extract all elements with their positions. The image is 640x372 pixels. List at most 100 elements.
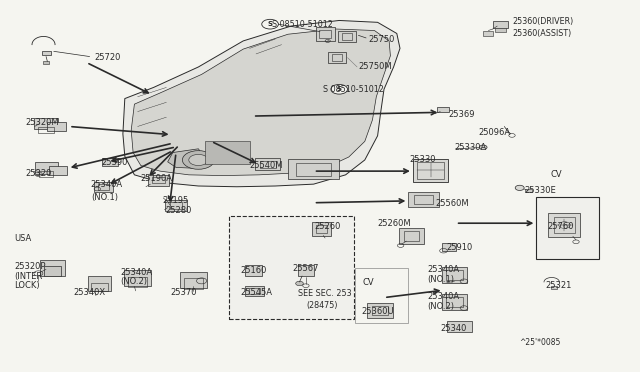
Bar — [102, 158, 118, 166]
Bar — [245, 265, 262, 276]
Text: 25540M: 25540M — [250, 161, 283, 170]
Bar — [483, 31, 493, 36]
Text: 25567: 25567 — [292, 264, 319, 273]
Bar — [319, 30, 331, 38]
Text: (NO.2): (NO.2) — [428, 302, 454, 311]
Text: 25360U: 25360U — [362, 307, 394, 316]
Bar — [355, 268, 408, 323]
Text: 25195: 25195 — [162, 196, 188, 205]
Text: 25750M: 25750M — [358, 62, 392, 71]
Bar — [399, 228, 424, 244]
Text: 25760: 25760 — [547, 222, 573, 231]
Text: S 08510-51012: S 08510-51012 — [323, 85, 384, 94]
Text: 25340X: 25340X — [73, 288, 105, 296]
Bar — [255, 158, 280, 170]
Bar — [40, 260, 65, 276]
Text: 25260: 25260 — [315, 222, 341, 231]
Bar — [98, 184, 109, 190]
Bar — [249, 288, 260, 294]
Text: CV: CV — [550, 170, 562, 179]
Bar — [551, 286, 557, 289]
Text: (NO.1): (NO.1) — [428, 275, 454, 284]
Text: ^25'*0085: ^25'*0085 — [520, 338, 561, 347]
Bar — [414, 195, 433, 204]
Bar — [205, 141, 250, 164]
Text: 25190A: 25190A — [141, 174, 173, 183]
Circle shape — [262, 19, 278, 29]
Circle shape — [479, 145, 487, 150]
Bar — [413, 159, 449, 182]
Bar — [442, 267, 467, 283]
Bar — [229, 216, 354, 319]
Bar — [128, 277, 147, 287]
Text: (NO.1): (NO.1) — [91, 193, 118, 202]
Bar — [288, 159, 339, 179]
Bar — [184, 278, 203, 289]
Bar — [367, 303, 393, 318]
Bar — [42, 51, 51, 55]
Bar — [447, 321, 472, 332]
Text: CV: CV — [363, 278, 374, 287]
Bar — [180, 272, 207, 288]
Bar — [493, 21, 508, 28]
Bar — [152, 177, 165, 183]
Bar — [165, 200, 187, 211]
Bar — [342, 33, 352, 40]
Bar — [338, 31, 356, 42]
Bar — [548, 213, 580, 237]
Bar — [536, 197, 599, 259]
Bar — [35, 162, 58, 174]
Text: 25330A: 25330A — [454, 143, 486, 152]
Bar — [49, 166, 67, 175]
Text: 25390: 25390 — [101, 158, 127, 167]
Text: 25340A: 25340A — [428, 292, 460, 301]
Bar — [34, 118, 58, 129]
Bar — [88, 276, 111, 291]
Text: 25330: 25330 — [410, 155, 436, 164]
Bar — [442, 294, 467, 310]
Text: 25160: 25160 — [241, 266, 267, 275]
Bar — [94, 182, 113, 192]
Circle shape — [182, 151, 214, 169]
Circle shape — [515, 185, 524, 190]
Bar — [296, 163, 332, 176]
Bar — [47, 122, 66, 131]
Bar — [328, 52, 346, 63]
Bar — [437, 107, 449, 112]
Bar — [316, 27, 335, 41]
Text: 25369: 25369 — [448, 110, 474, 119]
Text: 25340A: 25340A — [91, 180, 123, 189]
Bar — [312, 222, 331, 236]
Text: 25720: 25720 — [95, 53, 121, 62]
Text: 25260M: 25260M — [378, 219, 412, 228]
Text: 25370: 25370 — [170, 288, 196, 296]
Bar — [170, 202, 182, 209]
Text: S: S — [337, 86, 342, 92]
Bar — [316, 225, 327, 233]
Bar — [525, 189, 532, 192]
Bar — [408, 192, 439, 207]
Circle shape — [331, 84, 348, 94]
Text: LOCK): LOCK) — [14, 281, 40, 290]
Text: 25340A: 25340A — [120, 268, 152, 277]
Text: USA: USA — [14, 234, 31, 243]
Text: 25096A: 25096A — [479, 128, 511, 137]
Text: 25360(DRIVER): 25360(DRIVER) — [512, 17, 573, 26]
Bar — [442, 243, 456, 251]
Bar — [245, 286, 264, 296]
Bar — [298, 265, 314, 276]
Bar — [124, 270, 151, 286]
Text: 25340: 25340 — [440, 324, 467, 333]
Text: 25280: 25280 — [165, 206, 191, 215]
Bar — [332, 54, 342, 61]
Polygon shape — [123, 20, 400, 187]
Text: SEE SEC. 253: SEE SEC. 253 — [298, 289, 352, 298]
Text: 25320M: 25320M — [26, 118, 60, 127]
Bar — [554, 217, 575, 233]
Circle shape — [296, 281, 303, 286]
Circle shape — [189, 154, 208, 166]
Bar — [404, 231, 419, 241]
Text: 25560M: 25560M — [435, 199, 469, 208]
Text: 25330E: 25330E — [525, 186, 557, 195]
Text: 25545A: 25545A — [241, 288, 273, 296]
